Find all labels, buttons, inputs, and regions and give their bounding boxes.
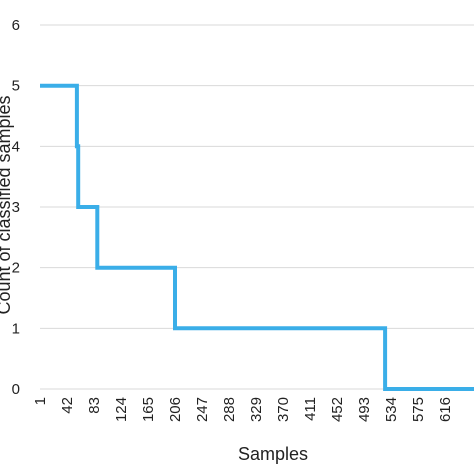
y-tick-label: 3 [12, 199, 20, 216]
x-tick-label: 288 [221, 397, 238, 422]
y-tick-label: 6 [12, 17, 20, 34]
y-tick-label: 5 [12, 78, 20, 95]
x-tick-label: 124 [113, 397, 130, 422]
y-tick-label: 0 [12, 381, 20, 398]
x-tick-label: 1 [32, 397, 49, 405]
y-axis-title: Count of classified samples [0, 95, 14, 314]
y-tick-label: 2 [12, 260, 20, 277]
x-tick-label: 42 [59, 397, 76, 414]
x-axis-title: Samples [238, 444, 308, 464]
series-line-0 [40, 83, 474, 391]
x-tick-label: 452 [329, 397, 346, 422]
y-tick-label: 4 [12, 138, 20, 155]
x-tick-label: 206 [167, 397, 184, 422]
x-tick-label: 575 [410, 397, 427, 422]
x-tick-label: 534 [383, 397, 400, 422]
x-tick-label: 493 [356, 397, 373, 422]
x-tick-label: 83 [86, 397, 103, 414]
y-tick-label: 1 [12, 320, 20, 337]
x-tick-label: 329 [248, 397, 265, 422]
x-tick-label: 165 [140, 397, 157, 422]
gridlines [40, 24, 474, 390]
x-tick-label: 247 [194, 397, 211, 422]
x-tick-labels: 1 42 83 124 165 206 247 288 329 370 411 452 493 534 57… [32, 397, 454, 422]
y-tick-labels: 0 1 2 3 4 5 6 [12, 17, 20, 398]
x-tick-label: 370 [275, 397, 292, 422]
series-layer [40, 83, 474, 391]
x-tick-label: 411 [302, 397, 319, 421]
x-tick-label: 616 [437, 397, 454, 422]
